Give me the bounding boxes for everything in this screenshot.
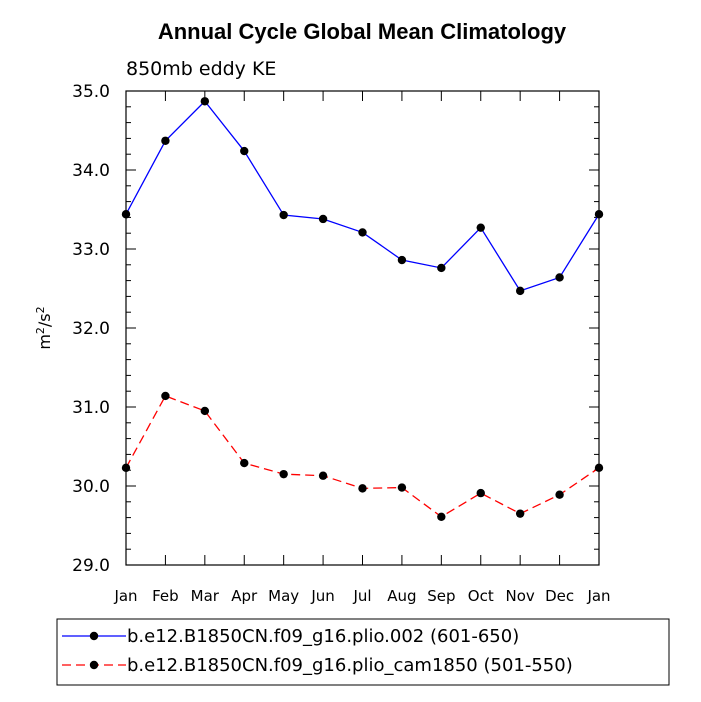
x-tick-label: Mar	[191, 587, 220, 605]
x-tick-label: Jul	[352, 587, 371, 605]
series-1-point	[476, 223, 485, 232]
series-2-point	[279, 469, 288, 479]
x-tick-label: May	[268, 587, 299, 605]
legend-marker-2	[89, 660, 99, 670]
legend-marker-1	[89, 631, 99, 641]
x-tick-label: Nov	[506, 587, 535, 605]
y-tick-label: 34.0	[72, 161, 110, 181]
series-1-point	[318, 214, 328, 224]
y-tick-label: 29.0	[72, 556, 110, 576]
series-1-point	[161, 136, 170, 145]
series-1-point	[358, 228, 367, 237]
y-tick-label: 35.0	[72, 82, 110, 102]
legend-box	[56, 618, 670, 686]
series-2-point	[437, 512, 446, 522]
y-tick-label: 30.0	[72, 477, 110, 497]
x-tick-label: Jan	[586, 587, 610, 605]
x-tick-label: Oct	[468, 587, 494, 605]
legend-label-2: b.e12.B1850CN.f09_g16.plio_cam1850 (501-…	[127, 655, 573, 676]
x-tick-label: Dec	[545, 587, 574, 605]
series-2-point	[240, 458, 249, 468]
y-axis-label: m2/s2	[34, 306, 55, 349]
series-1-point	[555, 273, 564, 282]
series-2-point	[358, 484, 367, 493]
y-tick-label: 31.0	[72, 398, 110, 418]
legend-label-1: b.e12.B1850CN.f09_g16.plio.002 (601-650)	[127, 626, 519, 647]
series-1-point	[437, 263, 446, 273]
series-1-point	[397, 255, 407, 265]
svg-text:m2/s2: m2/s2	[34, 306, 55, 349]
y-tick-label: 33.0	[72, 240, 110, 260]
x-tick-label: Sep	[427, 587, 455, 605]
x-axis: Jan Feb Mar Apr May Jun Jul Aug Sep Oct Nov Dec Jan	[113, 91, 611, 605]
series-2-point	[161, 391, 170, 401]
chart-title: Annual Cycle Global Mean Climatology	[158, 19, 567, 44]
series-2-point	[476, 488, 485, 498]
series-2-point	[397, 483, 407, 492]
series-1-point	[240, 146, 249, 156]
series-2-point	[555, 490, 564, 499]
x-tick-label: Jan	[113, 587, 137, 605]
series-line-1	[125, 100, 600, 292]
series-1-point	[515, 286, 525, 296]
series-1-point	[279, 210, 288, 220]
x-tick-label: Feb	[152, 587, 179, 605]
plot-series	[121, 97, 604, 522]
series-1-point	[200, 97, 210, 106]
series-2-point	[515, 509, 525, 518]
y-tick-label: 32.0	[72, 319, 110, 339]
x-tick-label: Aug	[387, 587, 416, 605]
series-2-point	[200, 406, 210, 416]
x-tick-label: Apr	[231, 587, 258, 605]
series-line-2	[125, 395, 600, 518]
chart-subtitle: 850mb eddy KE	[126, 58, 276, 80]
series-2-point	[318, 471, 328, 480]
legend: b.e12.B1850CN.f09_g16.plio.002 (601-650)…	[56, 618, 670, 686]
plot-frame	[125, 90, 600, 566]
x-tick-label: Jun	[310, 587, 334, 605]
y-axis: 29.0 30.0 31.0 32.0 33.0 34.0 35.0	[72, 82, 599, 576]
